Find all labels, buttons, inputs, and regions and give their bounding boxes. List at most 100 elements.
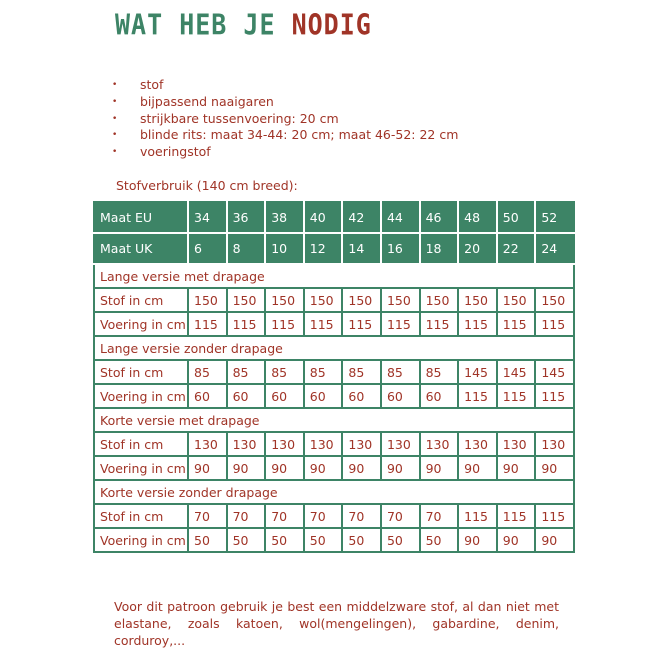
row-label: Voering in cm	[93, 527, 189, 553]
table-cell: 130	[379, 431, 421, 457]
row-label: Voering in cm	[93, 311, 189, 337]
table-cell: 115	[534, 383, 575, 409]
table-cell: 50	[379, 527, 421, 553]
table-cell: 150	[418, 287, 460, 313]
table-cell: 70	[264, 503, 305, 529]
header-cell: 52	[534, 201, 575, 234]
header-cell: 16	[379, 232, 421, 265]
table-cell: 90	[341, 455, 382, 481]
header-cell: 46	[418, 201, 460, 234]
header-cell: 20	[457, 232, 498, 265]
table-cell: 130	[264, 431, 305, 457]
header-cell: 22	[495, 232, 537, 265]
header-cell: 24	[534, 232, 575, 265]
header-cell: 44	[379, 201, 421, 234]
header-cell: 40	[302, 201, 344, 234]
table-cell: 145	[534, 359, 575, 385]
table-cell: 150	[187, 287, 228, 313]
table-cell: 50	[225, 527, 267, 553]
table-cell: 145	[457, 359, 498, 385]
table-cell: 115	[264, 311, 305, 337]
table-row: Voering in cm 50 50 50 50 50 50 50 90 90 90	[93, 527, 575, 553]
table-cell: 50	[341, 527, 382, 553]
table-row: Voering in cm 90 90 90 90 90 90 90 90 90 90	[93, 455, 575, 481]
table-cell: 60	[418, 383, 460, 409]
table-cell: 115	[534, 503, 575, 529]
table-cell: 90	[225, 455, 267, 481]
header-cell: 10	[264, 232, 305, 265]
list-item: strijkbare tussenvoering: 20 cm	[112, 111, 458, 128]
header-cell: 8	[225, 232, 267, 265]
header-cell: 38	[264, 201, 305, 234]
table-cell: 150	[264, 287, 305, 313]
table-cell: 60	[187, 383, 228, 409]
header-cell: 6	[187, 232, 228, 265]
table-cell: 115	[341, 311, 382, 337]
table-cell: 85	[341, 359, 382, 385]
table-cell: 150	[534, 287, 575, 313]
header-cell: 14	[341, 232, 382, 265]
table-row: Stof in cm 70 70 70 70 70 70 70 115 115 115	[93, 503, 575, 529]
table-cell: 70	[341, 503, 382, 529]
fabric-advice-text: Voor dit patroon gebruik je best een mid…	[114, 599, 559, 648]
list-item: stof	[112, 77, 458, 94]
table-cell: 115	[187, 311, 228, 337]
table-cell: 150	[457, 287, 498, 313]
table-cell: 115	[534, 311, 575, 337]
table-cell: 85	[379, 359, 421, 385]
table-row: Stof in cm 85 85 85 85 85 85 85 145 145 145	[93, 359, 575, 385]
table-row: Stof in cm 150 150 150 150 150 150 150 150 150 150	[93, 287, 575, 313]
table-cell: 90	[534, 527, 575, 553]
list-item: voeringstof	[112, 144, 458, 161]
row-label: Stof in cm	[93, 287, 189, 313]
table-cell: 85	[225, 359, 267, 385]
table-cell: 150	[225, 287, 267, 313]
table-cell: 115	[379, 311, 421, 337]
header-row: Maat EU 34 36 38 40 42 44 46 48 50 52	[93, 201, 575, 234]
table-cell: 115	[495, 383, 537, 409]
table-row: Voering in cm 115 115 115 115 115 115 115 115 115…	[93, 311, 575, 337]
header-cell: 50	[495, 201, 537, 234]
header-cell: 12	[302, 232, 344, 265]
table-cell: 130	[495, 431, 537, 457]
table-cell: 90	[418, 455, 460, 481]
table-row: Voering in cm 60 60 60 60 60 60 60 115 115 115	[93, 383, 575, 409]
table-cell: 130	[534, 431, 575, 457]
row-label: Stof in cm	[93, 359, 189, 385]
table-cell: 60	[264, 383, 305, 409]
table-cell: 115	[495, 311, 537, 337]
title-part-green: WAT HEB JE	[115, 7, 276, 42]
table-cell: 130	[225, 431, 267, 457]
table-cell: 130	[341, 431, 382, 457]
table-cell: 150	[341, 287, 382, 313]
table-cell: 115	[457, 503, 498, 529]
table-cell: 70	[379, 503, 421, 529]
section-title: Korte versie zonder drapage	[93, 479, 575, 505]
title-part-red: NODIG	[291, 7, 372, 42]
table-cell: 85	[187, 359, 228, 385]
table-cell: 145	[495, 359, 537, 385]
table-cell: 50	[418, 527, 460, 553]
table-cell: 70	[187, 503, 228, 529]
header-cell: 36	[225, 201, 267, 234]
table-cell: 50	[264, 527, 305, 553]
header-cell: 42	[341, 201, 382, 234]
table-cell: 70	[418, 503, 460, 529]
table-cell: 60	[225, 383, 267, 409]
table-cell: 60	[302, 383, 344, 409]
fabric-usage-table: Maat EU 34 36 38 40 42 44 46 48 50 52 Maat UK 6 8 10 12…	[93, 201, 575, 553]
section-title: Lange versie met drapage	[93, 263, 575, 289]
section-row: Lange versie met drapage	[93, 263, 575, 289]
header-label: Maat UK	[93, 232, 189, 265]
table-cell: 130	[418, 431, 460, 457]
table-cell: 115	[495, 503, 537, 529]
table-cell: 85	[418, 359, 460, 385]
table-cell: 85	[302, 359, 344, 385]
table-cell: 90	[457, 527, 498, 553]
table-cell: 150	[495, 287, 537, 313]
table-cell: 130	[187, 431, 228, 457]
section-title: Lange versie zonder drapage	[93, 335, 575, 361]
table-cell: 130	[457, 431, 498, 457]
row-label: Voering in cm	[93, 455, 189, 481]
table-cell: 115	[457, 311, 498, 337]
